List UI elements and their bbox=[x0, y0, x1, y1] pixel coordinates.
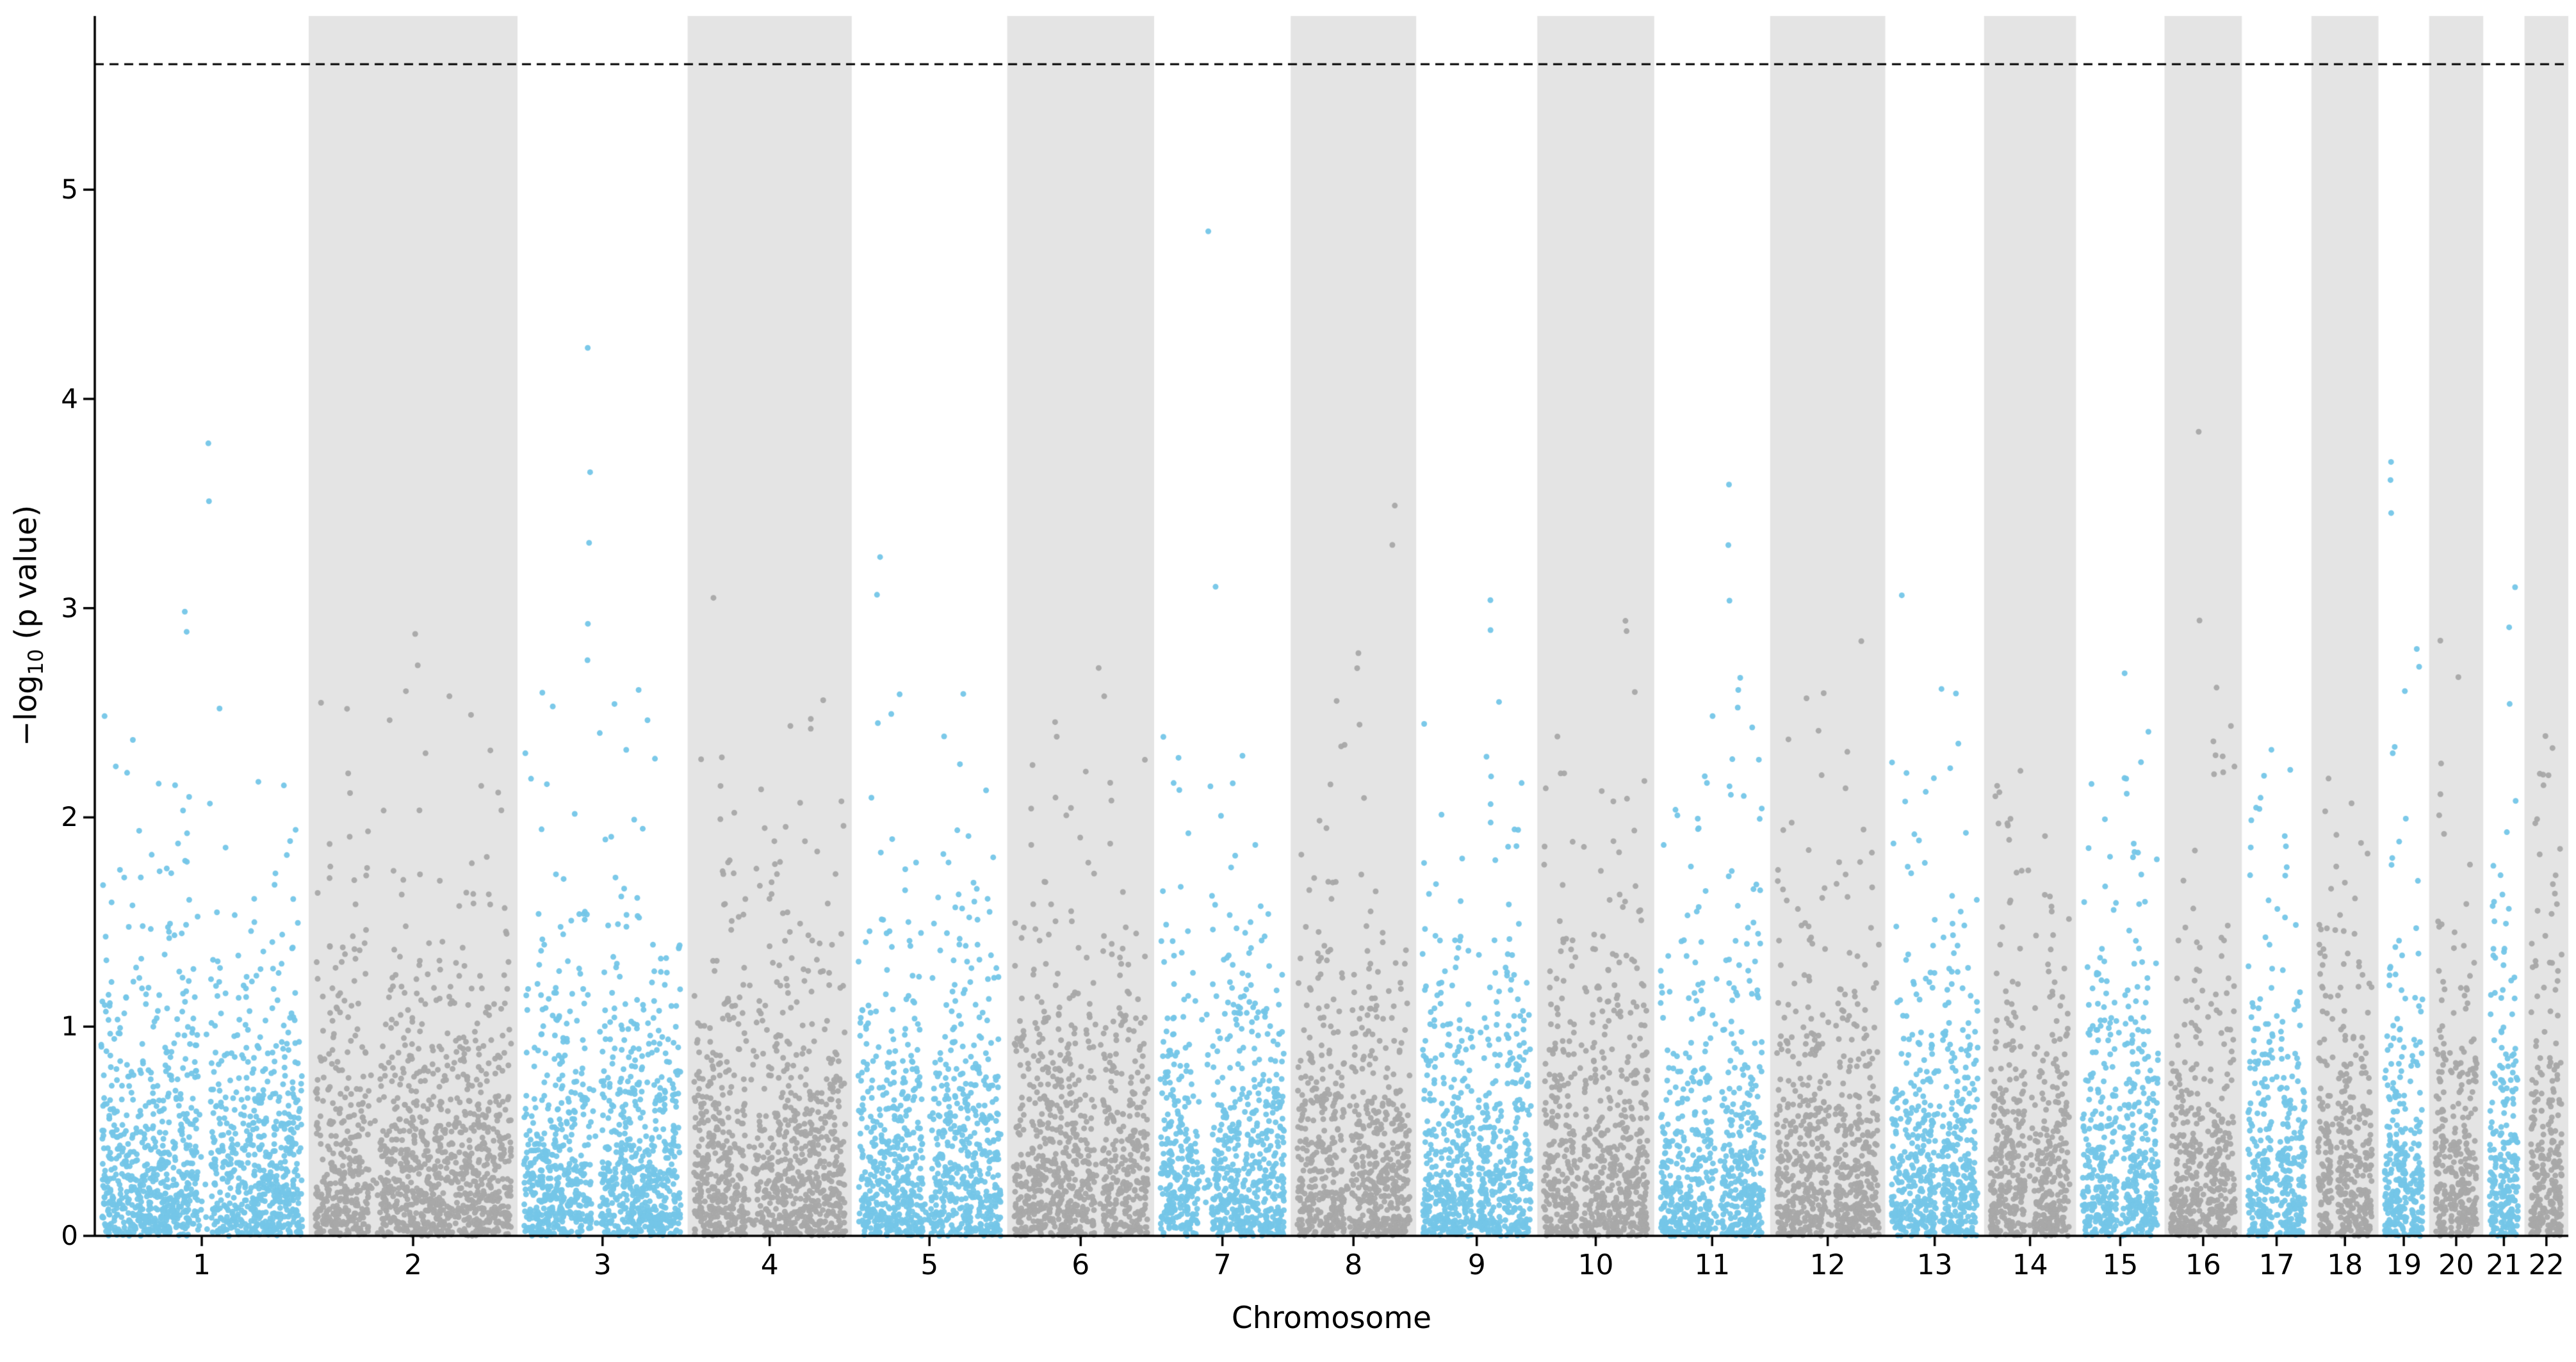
x-tick-label-chr-15: 15 bbox=[2102, 1249, 2139, 1281]
y-axis-label-subscript: 10 bbox=[23, 649, 48, 676]
x-tick-label-chr-9: 9 bbox=[1467, 1249, 1486, 1281]
x-tick-label-chr-16: 16 bbox=[2185, 1249, 2221, 1281]
y-tick-label: 3 bbox=[61, 592, 78, 624]
x-tick-label-chr-13: 13 bbox=[1916, 1249, 1953, 1281]
x-tick-label-chr-4: 4 bbox=[760, 1249, 779, 1281]
x-tick-label-chr-21: 21 bbox=[2486, 1249, 2522, 1281]
y-tick-label: 2 bbox=[61, 801, 78, 833]
y-axis-label-suffix: (p value) bbox=[8, 505, 44, 649]
y-tick-label: 5 bbox=[61, 174, 78, 206]
x-tick-label-chr-10: 10 bbox=[1577, 1249, 1614, 1281]
x-tick-label-chr-18: 18 bbox=[2327, 1249, 2363, 1281]
x-tick-label-chr-11: 11 bbox=[1694, 1249, 1731, 1281]
x-tick-label-chr-3: 3 bbox=[593, 1249, 612, 1281]
x-tick-label-chr-17: 17 bbox=[2258, 1249, 2295, 1281]
x-tick-label-chr-2: 2 bbox=[404, 1249, 422, 1281]
x-tick-label-chr-8: 8 bbox=[1344, 1249, 1363, 1281]
x-tick-label-chr-5: 5 bbox=[920, 1249, 939, 1281]
x-tick-label-chr-14: 14 bbox=[2012, 1249, 2048, 1281]
y-tick-label: 0 bbox=[61, 1220, 78, 1251]
x-tick-label-chr-20: 20 bbox=[2438, 1249, 2474, 1281]
x-tick-label-chr-6: 6 bbox=[1072, 1249, 1090, 1281]
x-tick-label-chr-22: 22 bbox=[2528, 1249, 2564, 1281]
y-axis-label: −log10 (p value) bbox=[8, 505, 48, 747]
y-tick-label: 1 bbox=[61, 1010, 78, 1042]
x-tick-label-chr-7: 7 bbox=[1213, 1249, 1232, 1281]
y-tick-label: 4 bbox=[61, 382, 78, 414]
x-axis-label: Chromosome bbox=[1231, 1301, 1432, 1336]
y-axis-label-prefix: −log bbox=[8, 675, 44, 747]
x-tick-label-chr-19: 19 bbox=[2386, 1249, 2422, 1281]
x-tick-label-chr-12: 12 bbox=[1809, 1249, 1846, 1281]
x-tick-label-chr-1: 1 bbox=[193, 1249, 211, 1281]
